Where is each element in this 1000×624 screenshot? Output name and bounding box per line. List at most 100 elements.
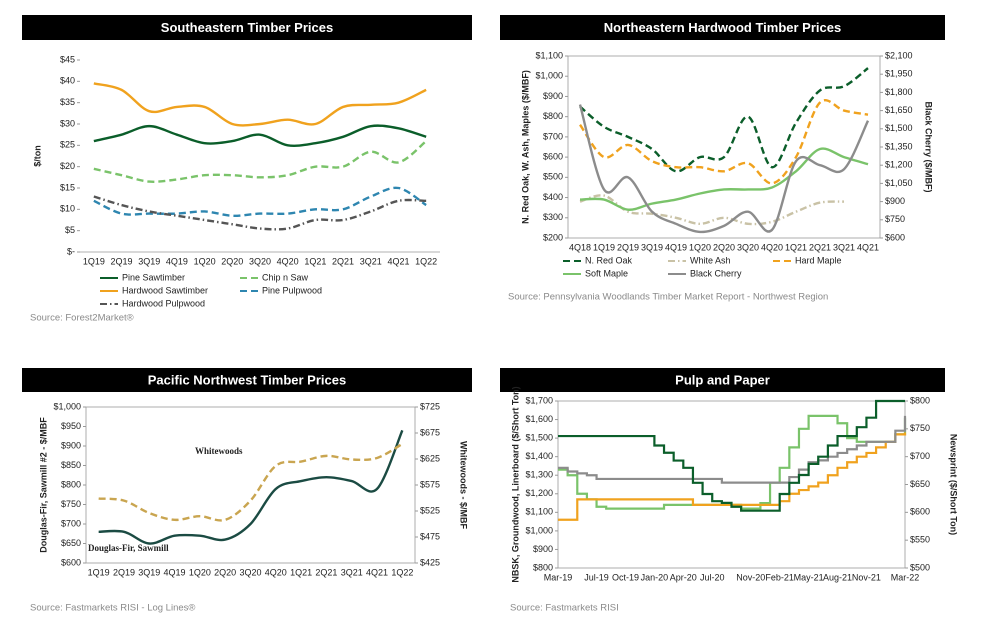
y-tick-label: $800 <box>61 479 81 489</box>
x-tick-label: 2Q20 <box>713 242 735 252</box>
y2-tick-label: $525 <box>420 505 440 515</box>
series-line <box>93 82 427 127</box>
y-tick-label: $35 <box>60 97 75 107</box>
y2-tick-label: $575 <box>420 479 440 489</box>
x-tick-label: Jan-20 <box>641 572 669 582</box>
x-tick-label: 1Q21 <box>785 242 807 252</box>
x-tick-label: Jul-19 <box>584 572 609 582</box>
y2-tick-label: $800 <box>910 395 930 405</box>
y-tick-label: $600 <box>61 557 81 567</box>
legend-label: Black Cherry <box>690 268 742 278</box>
y-tick-label: $400 <box>543 192 563 202</box>
y2-tick-label: $725 <box>420 401 440 411</box>
chart-title: Pacific Northwest Timber Prices <box>148 372 346 387</box>
legend-label: Hard Maple <box>795 255 842 265</box>
x-tick-label: 2Q19 <box>111 256 133 266</box>
y2-tick-label: $475 <box>420 531 440 541</box>
x-tick-label: 3Q20 <box>737 242 759 252</box>
y-tick-label: $950 <box>61 421 81 431</box>
x-tick-label: 4Q19 <box>164 567 186 577</box>
y2-tick-label: $1,050 <box>885 178 913 188</box>
y-tick-label: $1,000 <box>525 525 553 535</box>
x-tick-label: Oct-19 <box>612 572 639 582</box>
x-tick-label: Jul-20 <box>700 572 725 582</box>
x-tick-label: 2Q19 <box>617 242 639 252</box>
series-line <box>558 415 907 484</box>
y-tick-label: $40 <box>60 76 75 86</box>
y2-tick-label: $1,350 <box>885 141 913 151</box>
y-axis-label: NBSK, Groundwood, Linerboard ($/Short To… <box>510 386 520 582</box>
series-line <box>579 194 845 226</box>
chart-title: Pulp and Paper <box>675 372 770 387</box>
y-tick-label: $500 <box>543 172 563 182</box>
y-tick-label: $45 <box>60 54 75 64</box>
y-tick-label: $15 <box>60 182 75 192</box>
y2-tick-label: $2,100 <box>885 50 913 60</box>
y2-axis-label: Whitewoods - $/MBF <box>459 441 469 529</box>
x-tick-label: 4Q19 <box>665 242 687 252</box>
y2-axis-label: Newsprint ($/Short Ton) <box>949 434 959 535</box>
y2-tick-label: $550 <box>910 535 930 545</box>
title-bar <box>22 368 472 392</box>
series-line <box>558 414 907 510</box>
y-tick-label: $1,100 <box>525 507 553 517</box>
series-line <box>578 104 870 234</box>
y-tick-label: $800 <box>533 562 553 572</box>
x-tick-label: 3Q21 <box>833 242 855 252</box>
legend-label: Soft Maple <box>585 268 628 278</box>
y-tick-label: $1,500 <box>525 432 553 442</box>
title-bar <box>22 15 472 40</box>
series-line <box>579 99 869 185</box>
x-tick-label: May-21 <box>794 572 824 582</box>
y2-tick-label: $700 <box>910 451 930 461</box>
x-tick-label: 3Q19 <box>641 242 663 252</box>
series-line <box>579 147 869 211</box>
x-tick-label: 1Q19 <box>83 256 105 266</box>
y-tick-label: $700 <box>61 518 81 528</box>
x-tick-label: 1Q20 <box>194 256 216 266</box>
legend-label: Pine Pulpwood <box>262 285 322 295</box>
plot-frame <box>557 400 906 569</box>
x-tick-label: Feb-21 <box>765 572 794 582</box>
plot-frame <box>85 406 416 564</box>
y-tick-label: $850 <box>61 460 81 470</box>
x-tick-label: 4Q21 <box>387 256 409 266</box>
series-line <box>98 429 404 545</box>
x-tick-label: Nov-20 <box>736 572 765 582</box>
legend-label: White Ash <box>690 255 731 265</box>
y-tick-label: $200 <box>543 232 563 242</box>
x-tick-label: 1Q19 <box>593 242 615 252</box>
y2-tick-label: $650 <box>910 479 930 489</box>
series-line <box>93 124 427 147</box>
y2-tick-label: $1,500 <box>885 123 913 133</box>
y2-tick-label: $750 <box>885 214 905 224</box>
y-tick-label: $750 <box>61 499 81 509</box>
y-axis-label: $/ton <box>32 145 42 167</box>
y-tick-label: $900 <box>543 91 563 101</box>
x-tick-label: 1Q22 <box>415 256 437 266</box>
series-line <box>93 140 427 183</box>
x-tick-label: 1Q22 <box>391 567 413 577</box>
x-tick-label: 4Q19 <box>166 256 188 266</box>
legend-label: Hardwood Sawtimber <box>122 285 208 295</box>
legend-label: N. Red Oak <box>585 255 633 265</box>
x-tick-label: Mar-19 <box>544 572 573 582</box>
x-tick-label: 3Q19 <box>138 256 160 266</box>
x-tick-label: 4Q18 <box>569 242 591 252</box>
y2-tick-label: $1,200 <box>885 160 913 170</box>
y-tick-label: $900 <box>61 440 81 450</box>
series-line <box>558 399 905 512</box>
x-tick-label: 3Q21 <box>341 567 363 577</box>
y2-tick-label: $675 <box>420 427 440 437</box>
x-tick-label: 2Q21 <box>332 256 354 266</box>
series-line <box>579 67 869 173</box>
y-tick-label: $300 <box>543 212 563 222</box>
x-tick-label: 4Q20 <box>277 256 299 266</box>
y2-tick-label: $500 <box>910 562 930 572</box>
series-label: Whitewoods <box>195 446 243 456</box>
x-tick-label: 1Q21 <box>304 256 326 266</box>
x-tick-label: Mar-22 <box>891 572 920 582</box>
y-tick-label: $20 <box>60 161 75 171</box>
y-tick-label: $1,100 <box>535 50 563 60</box>
